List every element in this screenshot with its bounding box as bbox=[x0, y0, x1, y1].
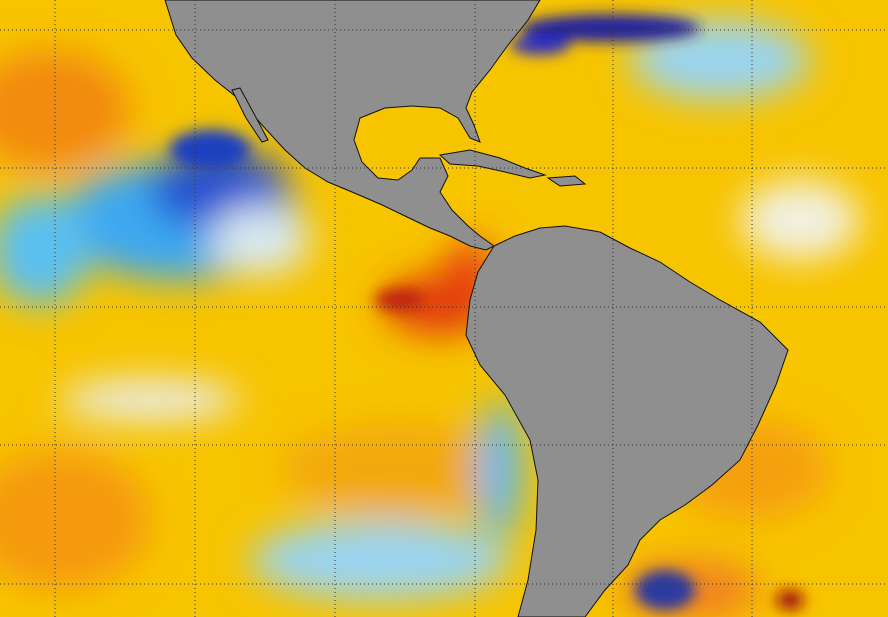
baja bbox=[231, 87, 269, 143]
land bbox=[164, 0, 789, 617]
cuba bbox=[438, 149, 547, 179]
anomaly-field bbox=[0, 20, 860, 617]
south-america bbox=[465, 225, 789, 617]
north-central-america bbox=[164, 0, 541, 251]
hispaniola bbox=[546, 175, 587, 187]
anomaly-detail bbox=[170, 14, 804, 610]
